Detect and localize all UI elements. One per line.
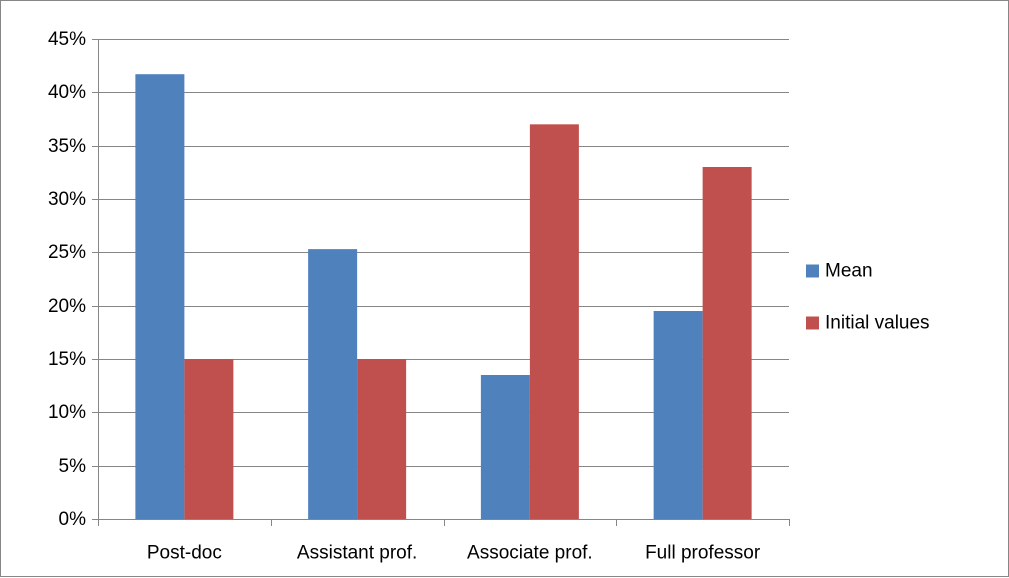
- legend-label: Initial values: [825, 313, 930, 334]
- bar-initial-values: [357, 359, 407, 519]
- bar-mean: [480, 375, 530, 519]
- bar-mean: [308, 249, 358, 519]
- bar-initial-values: [184, 359, 234, 519]
- y-tick-label: 15%: [48, 349, 86, 370]
- bar-mean: [653, 311, 703, 519]
- legend-label: Mean: [825, 261, 873, 282]
- y-tick-label: 25%: [48, 242, 86, 263]
- legend-swatch: [806, 264, 819, 278]
- bar-initial-values: [702, 167, 752, 519]
- y-tick-label: 20%: [48, 296, 86, 317]
- legend-swatch: [806, 316, 819, 330]
- x-tick-label: Post-doc: [147, 543, 222, 564]
- y-tick-label: 10%: [48, 402, 86, 423]
- x-axis-tick-labels: Post-doc Assistant prof. Associate prof. Fu…: [147, 543, 761, 564]
- y-tick-label: 30%: [48, 189, 86, 210]
- y-tick-label: 0%: [59, 509, 87, 530]
- y-tick-label: 40%: [48, 82, 86, 103]
- x-tick-label: Full professor: [645, 543, 761, 564]
- bar-initial-values: [529, 124, 579, 519]
- axes: [92, 39, 790, 526]
- bars: [135, 74, 752, 519]
- y-axis-tick-labels: 0% 5% 10% 15% 20% 25% 30% 35% 40% 45%: [48, 29, 86, 530]
- legend: Mean Initial values: [806, 261, 930, 334]
- x-tick-label: Associate prof.: [467, 543, 593, 564]
- x-tick-label: Assistant prof.: [297, 543, 417, 564]
- y-tick-label: 5%: [59, 456, 87, 477]
- bar-mean: [135, 74, 185, 519]
- y-tick-label: 45%: [48, 29, 86, 50]
- y-tick-label: 35%: [48, 136, 86, 157]
